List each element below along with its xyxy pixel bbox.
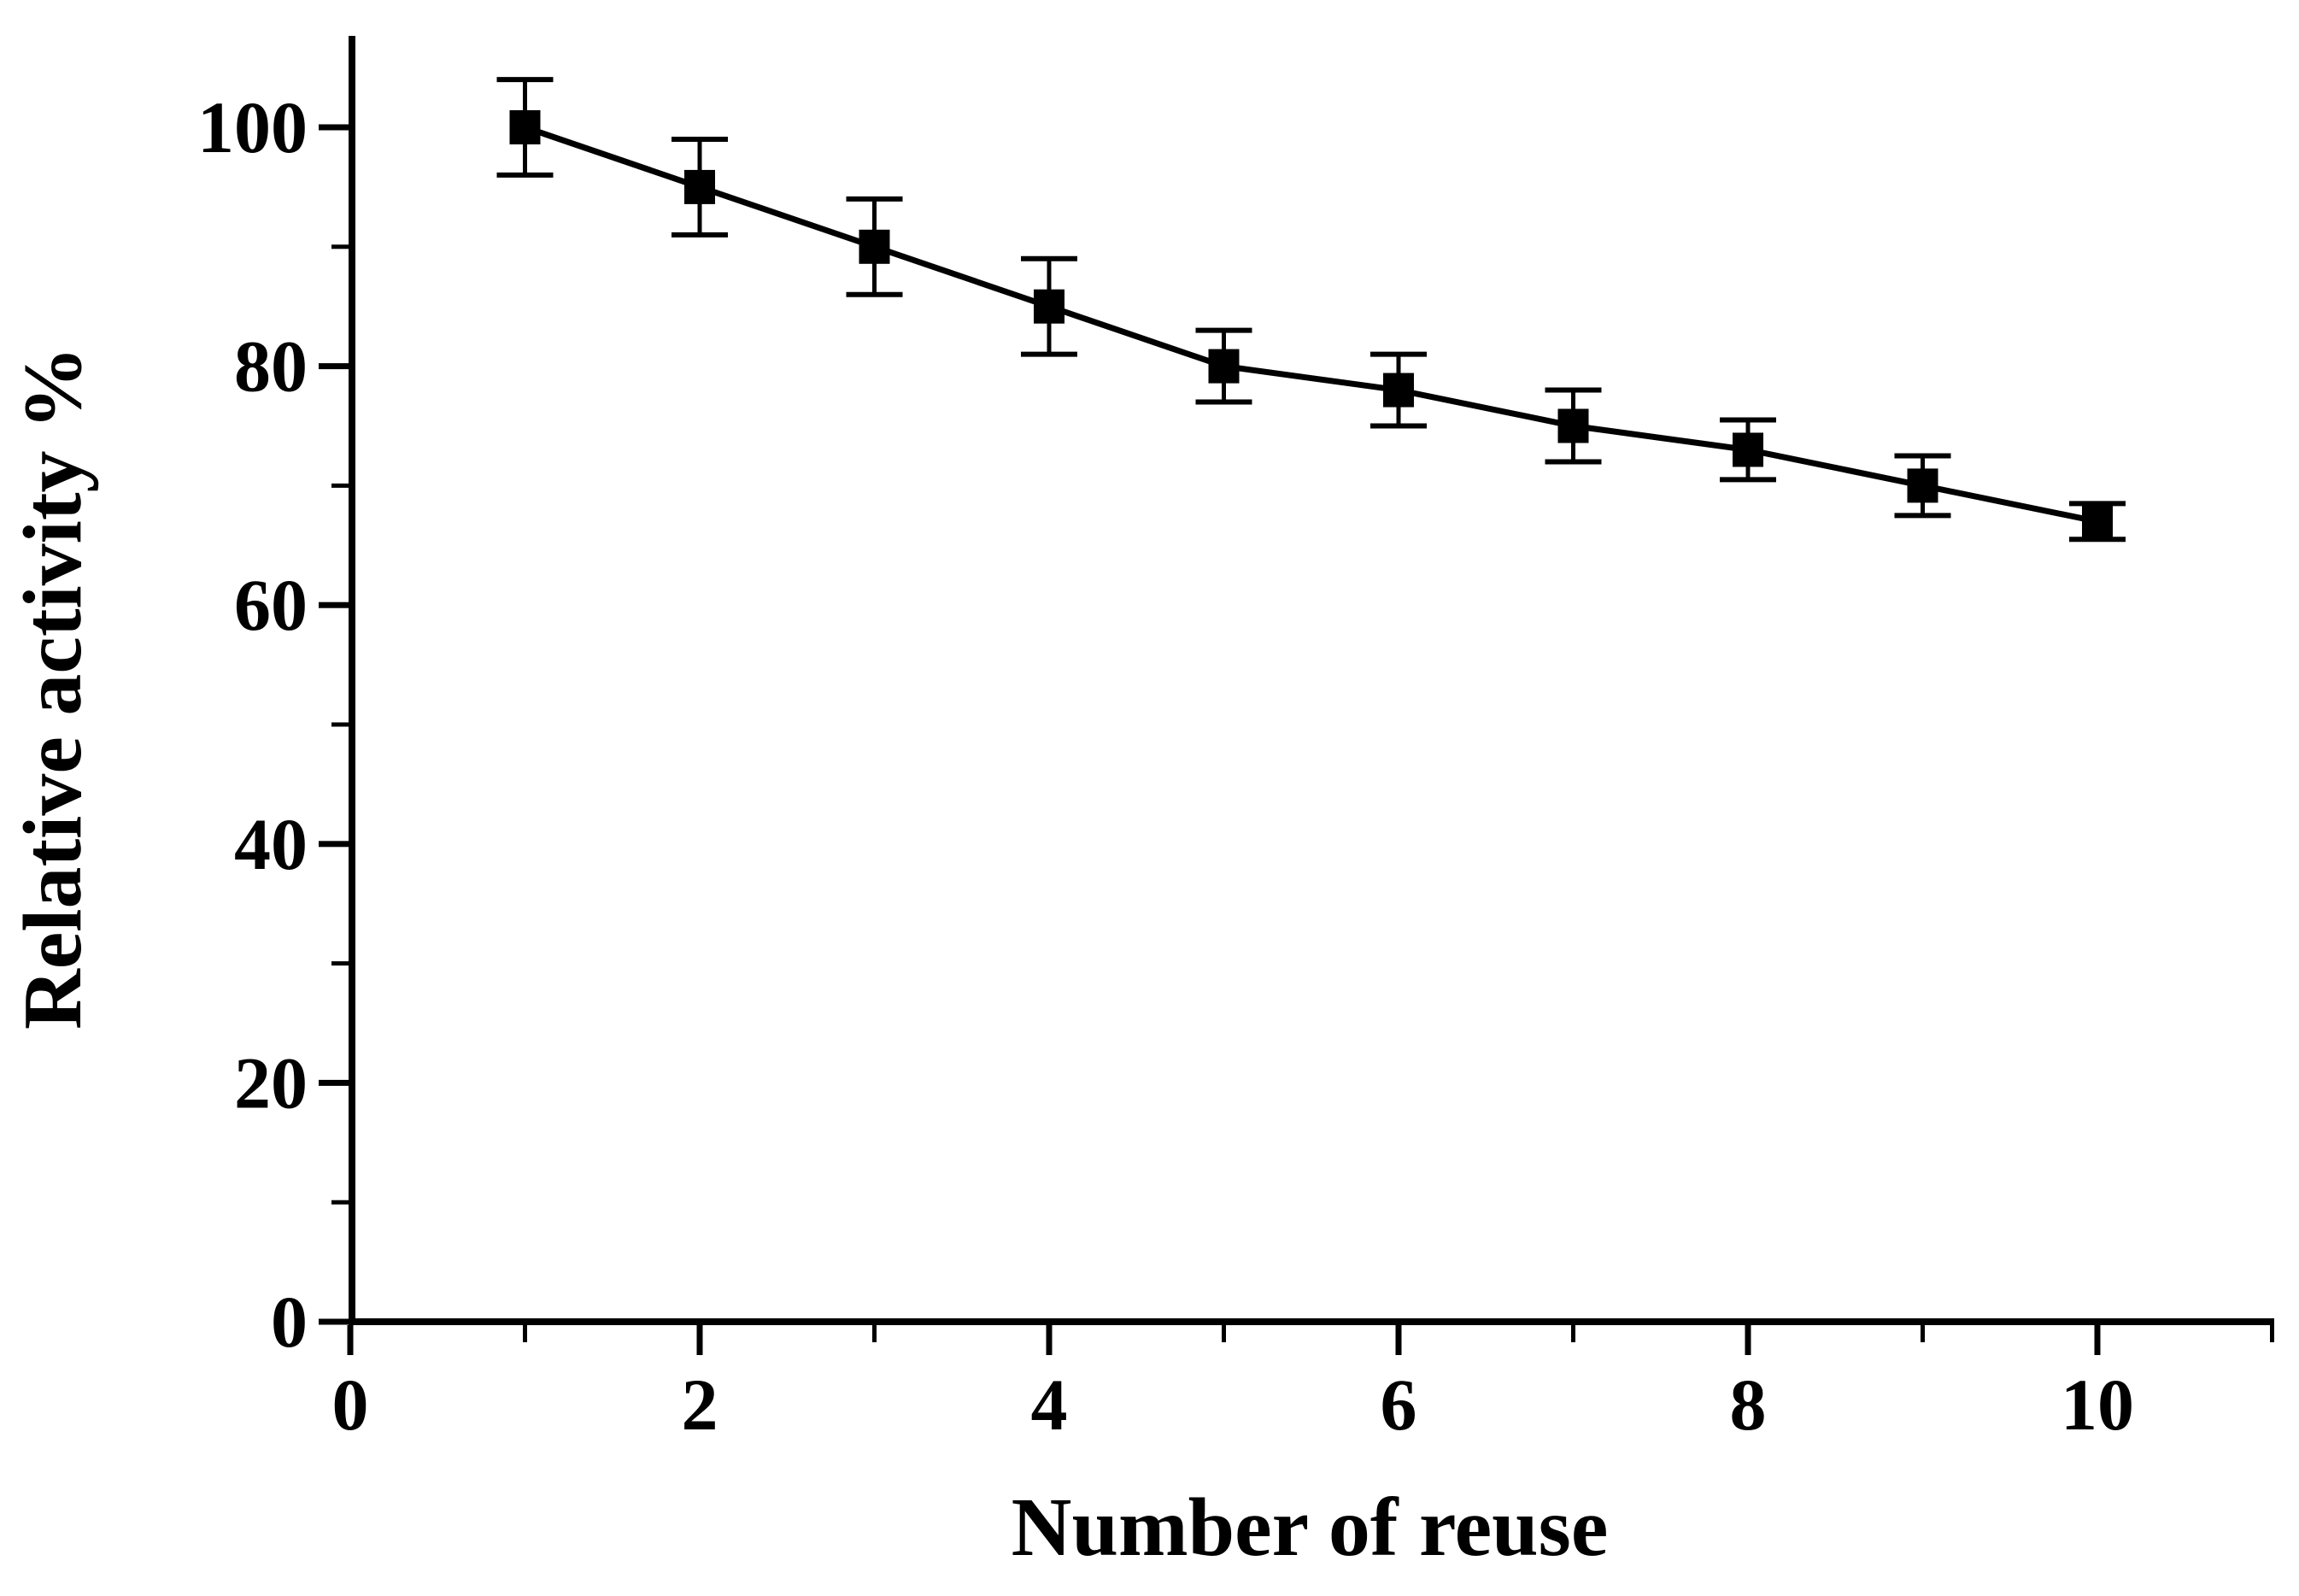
y-major-tick <box>319 1079 349 1086</box>
y-major-tick <box>319 363 349 370</box>
x-major-tick <box>696 1325 703 1355</box>
data-point-marker <box>1383 373 1414 408</box>
data-markers <box>509 110 2113 539</box>
data-point-marker <box>2082 504 2113 539</box>
data-line <box>524 124 2098 525</box>
y-major-tick <box>319 601 349 608</box>
data-point-marker <box>1034 289 1064 324</box>
y-tick-label: 80 <box>234 326 308 408</box>
y-tick-label: 0 <box>271 1281 308 1363</box>
data-point-marker <box>1557 408 1589 443</box>
x-minor-tick <box>1222 1325 1226 1342</box>
data-point-marker <box>1733 432 1763 467</box>
x-minor-tick <box>523 1325 527 1342</box>
y-tick-label: 100 <box>197 86 308 168</box>
x-minor-tick <box>1571 1325 1575 1342</box>
y-minor-tick <box>331 244 349 249</box>
y-minor-tick <box>331 961 349 966</box>
y-axis: 0 20 40 60 80 100 <box>197 36 355 1363</box>
x-tick-label: 2 <box>682 1364 718 1446</box>
x-axis: 0 2 4 6 8 10 <box>332 1318 2274 1446</box>
x-minor-tick <box>872 1325 877 1342</box>
y-major-tick <box>319 124 349 131</box>
x-tick-label: 8 <box>1730 1364 1767 1446</box>
y-minor-tick <box>331 483 349 488</box>
y-tick-label: 20 <box>234 1042 308 1124</box>
y-minor-tick <box>331 722 349 727</box>
y-axis-title: Relative activity % <box>7 345 100 1030</box>
data-point-marker <box>509 110 541 144</box>
x-tick-label: 10 <box>2061 1364 2134 1446</box>
error-bars <box>496 77 2126 543</box>
series-line <box>524 124 2098 525</box>
y-tick-label: 60 <box>234 564 308 646</box>
data-point-marker <box>1907 468 1938 503</box>
y-minor-tick <box>331 1200 349 1205</box>
data-point-marker <box>684 169 715 204</box>
y-tick-label: 40 <box>234 803 308 885</box>
data-point-marker <box>859 229 890 264</box>
x-tick-label: 6 <box>1381 1364 1417 1446</box>
x-major-tick <box>347 1325 354 1355</box>
x-tick-label: 4 <box>1031 1364 1068 1446</box>
y-major-tick <box>319 841 349 848</box>
x-major-tick <box>1745 1325 1751 1355</box>
x-major-tick <box>1395 1325 1402 1355</box>
x-minor-tick <box>2270 1325 2274 1342</box>
x-major-tick <box>2094 1325 2101 1355</box>
y-axis-line <box>349 36 355 1325</box>
x-axis-title: Number of reuse <box>1011 1482 1609 1574</box>
x-axis-line <box>349 1318 2274 1325</box>
y-major-tick <box>319 1318 349 1325</box>
x-tick-label: 0 <box>332 1364 369 1446</box>
data-point-marker <box>1208 349 1240 384</box>
x-major-tick <box>1046 1325 1053 1355</box>
x-minor-tick <box>1921 1325 1925 1342</box>
